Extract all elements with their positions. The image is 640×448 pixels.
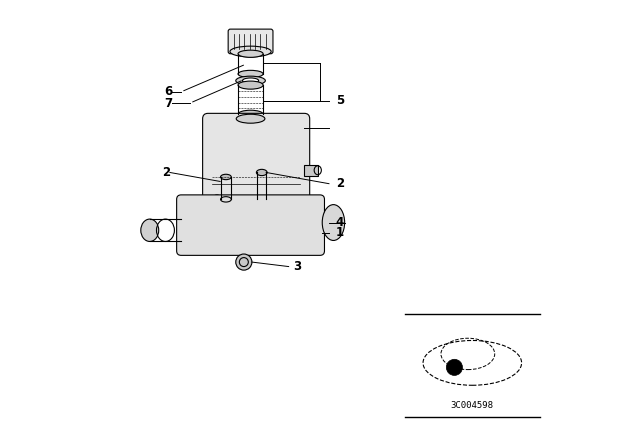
- Ellipse shape: [238, 110, 263, 118]
- Ellipse shape: [243, 78, 259, 83]
- Ellipse shape: [238, 70, 263, 78]
- Bar: [305, 165, 317, 176]
- Ellipse shape: [221, 174, 231, 180]
- Text: 4: 4: [336, 216, 344, 229]
- Text: 5: 5: [336, 94, 344, 108]
- Ellipse shape: [257, 169, 267, 176]
- Text: 6: 6: [164, 85, 172, 99]
- Text: 7: 7: [164, 96, 172, 110]
- Ellipse shape: [236, 114, 265, 123]
- Circle shape: [446, 359, 463, 375]
- Ellipse shape: [238, 50, 263, 57]
- Text: 2: 2: [336, 177, 344, 190]
- Ellipse shape: [230, 46, 271, 57]
- FancyBboxPatch shape: [177, 195, 324, 255]
- Text: 2: 2: [162, 166, 170, 179]
- Text: 3C004598: 3C004598: [451, 401, 494, 410]
- Text: 1: 1: [336, 226, 344, 240]
- Ellipse shape: [236, 76, 266, 85]
- Ellipse shape: [141, 219, 159, 241]
- Ellipse shape: [238, 81, 263, 89]
- FancyBboxPatch shape: [203, 113, 310, 200]
- Ellipse shape: [323, 205, 344, 241]
- Text: 3: 3: [293, 260, 301, 273]
- FancyBboxPatch shape: [228, 29, 273, 54]
- Circle shape: [236, 254, 252, 270]
